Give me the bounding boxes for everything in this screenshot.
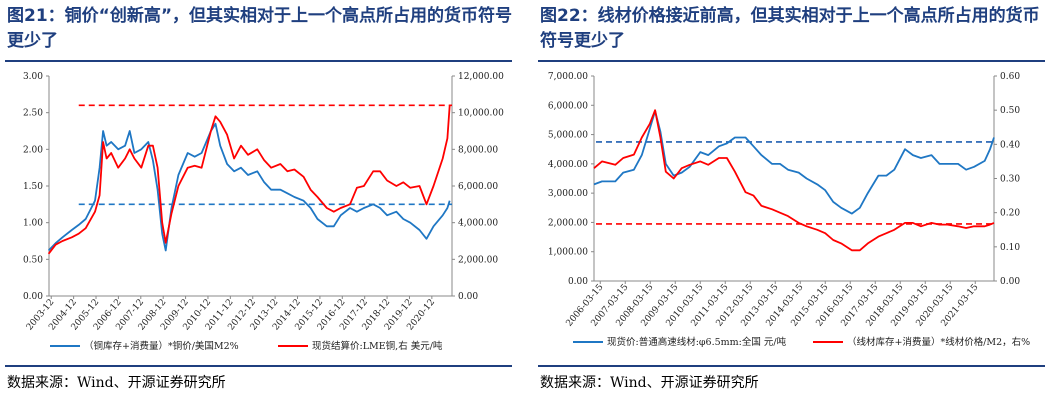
- chart-copper: 0.00 0.50 1.00 1.50 2.00 2.50 3.00 0.00 2,000.00…: [0, 62, 516, 362]
- y-left-tick-label: 7,000.00: [548, 72, 588, 82]
- y-right-tick-label: 0.60: [1000, 72, 1020, 82]
- figure-21-panel: 图21：铜价“创新高”，但其实相对于上一个高点所占用的货币符号更少了 0.00 0…: [0, 0, 516, 414]
- y-left-tick-label: 3,000.00: [548, 189, 588, 199]
- y-left-tick-label: 2.00: [23, 145, 43, 155]
- y-left-tick-label: 0.00: [23, 292, 43, 302]
- y-left-tick-label: 5,000.00: [548, 131, 588, 141]
- y-left-tick-label: 1,000.00: [548, 248, 588, 258]
- figure-title: 图22：线材价格接近前高，但其实相对于上一个高点所占用的货币符号更少了: [540, 6, 1040, 51]
- y-right-tick-label: 8,000.00: [458, 145, 498, 155]
- chart-wire-rod: 0.00 1,000.00 2,000.00 3,000.00 4,000.00 5,00…: [533, 62, 1049, 362]
- figure-title: 图21：铜价“创新高”，但其实相对于上一个高点所占用的货币符号更少了: [7, 6, 513, 51]
- y-left-tick-label: 2,000.00: [548, 218, 588, 228]
- title-divider: [5, 60, 512, 62]
- source-divider: [5, 365, 512, 367]
- y-left-tick-label: 1.00: [23, 219, 43, 229]
- series-line: [47, 105, 451, 255]
- y-right-tick-label: 0.40: [1000, 140, 1020, 150]
- y-left-tick-label: 6,000.00: [548, 101, 588, 111]
- series-line: [593, 110, 995, 215]
- source-note: 数据来源：Wind、开源证券研究所: [540, 375, 759, 391]
- legend-label: 现货结算价:LME铜,右 美元/吨: [312, 340, 443, 352]
- y-left-tick-label: 0.50: [23, 255, 43, 265]
- y-right-tick-label: 0.10: [1000, 243, 1020, 253]
- y-left-tick-label: 1.50: [23, 182, 43, 192]
- legend-label: 现货价:普通高速线材:φ6.5mm:全国 元/吨: [607, 336, 787, 348]
- y-right-tick-label: 0.00: [1000, 277, 1020, 287]
- legend-label: （铜库存+消费量）*铜价/美国M2%: [84, 340, 239, 352]
- y-left-tick-label: 4,000.00: [548, 160, 588, 170]
- series-line: [593, 109, 995, 252]
- y-right-tick-label: 12,000.00: [458, 72, 504, 82]
- source-note: 数据来源：Wind、开源证券研究所: [7, 375, 226, 391]
- series-line: [47, 122, 451, 252]
- y-left-tick-label: 3.00: [23, 72, 43, 82]
- chart-svg: 0.00 1,000.00 2,000.00 3,000.00 4,000.00 5,00…: [548, 72, 1030, 348]
- figure-22-panel: 图22：线材价格接近前高，但其实相对于上一个高点所占用的货币符号更少了 0.00…: [533, 0, 1049, 414]
- y-right-tick-label: 6,000.00: [458, 182, 498, 192]
- y-right-tick-label: 0.30: [1000, 175, 1020, 185]
- y-right-tick-label: 0.20: [1000, 209, 1020, 219]
- y-right-tick-label: 0.00: [458, 292, 478, 302]
- y-right-tick-label: 2,000.00: [458, 255, 498, 265]
- source-divider: [538, 365, 1045, 367]
- y-left-tick-label: 0.00: [568, 277, 588, 287]
- legend-label: （线材库存+消费量）*线材价格/M2，右%: [847, 336, 1030, 348]
- y-right-tick-label: 10,000.00: [458, 109, 504, 119]
- y-left-tick-label: 2.50: [23, 109, 43, 119]
- chart-svg: 0.00 0.50 1.00 1.50 2.00 2.50 3.00 0.00 2,000.00…: [23, 72, 504, 352]
- y-right-tick-label: 4,000.00: [458, 219, 498, 229]
- y-right-tick-label: 0.50: [1000, 106, 1020, 116]
- title-divider: [538, 60, 1045, 62]
